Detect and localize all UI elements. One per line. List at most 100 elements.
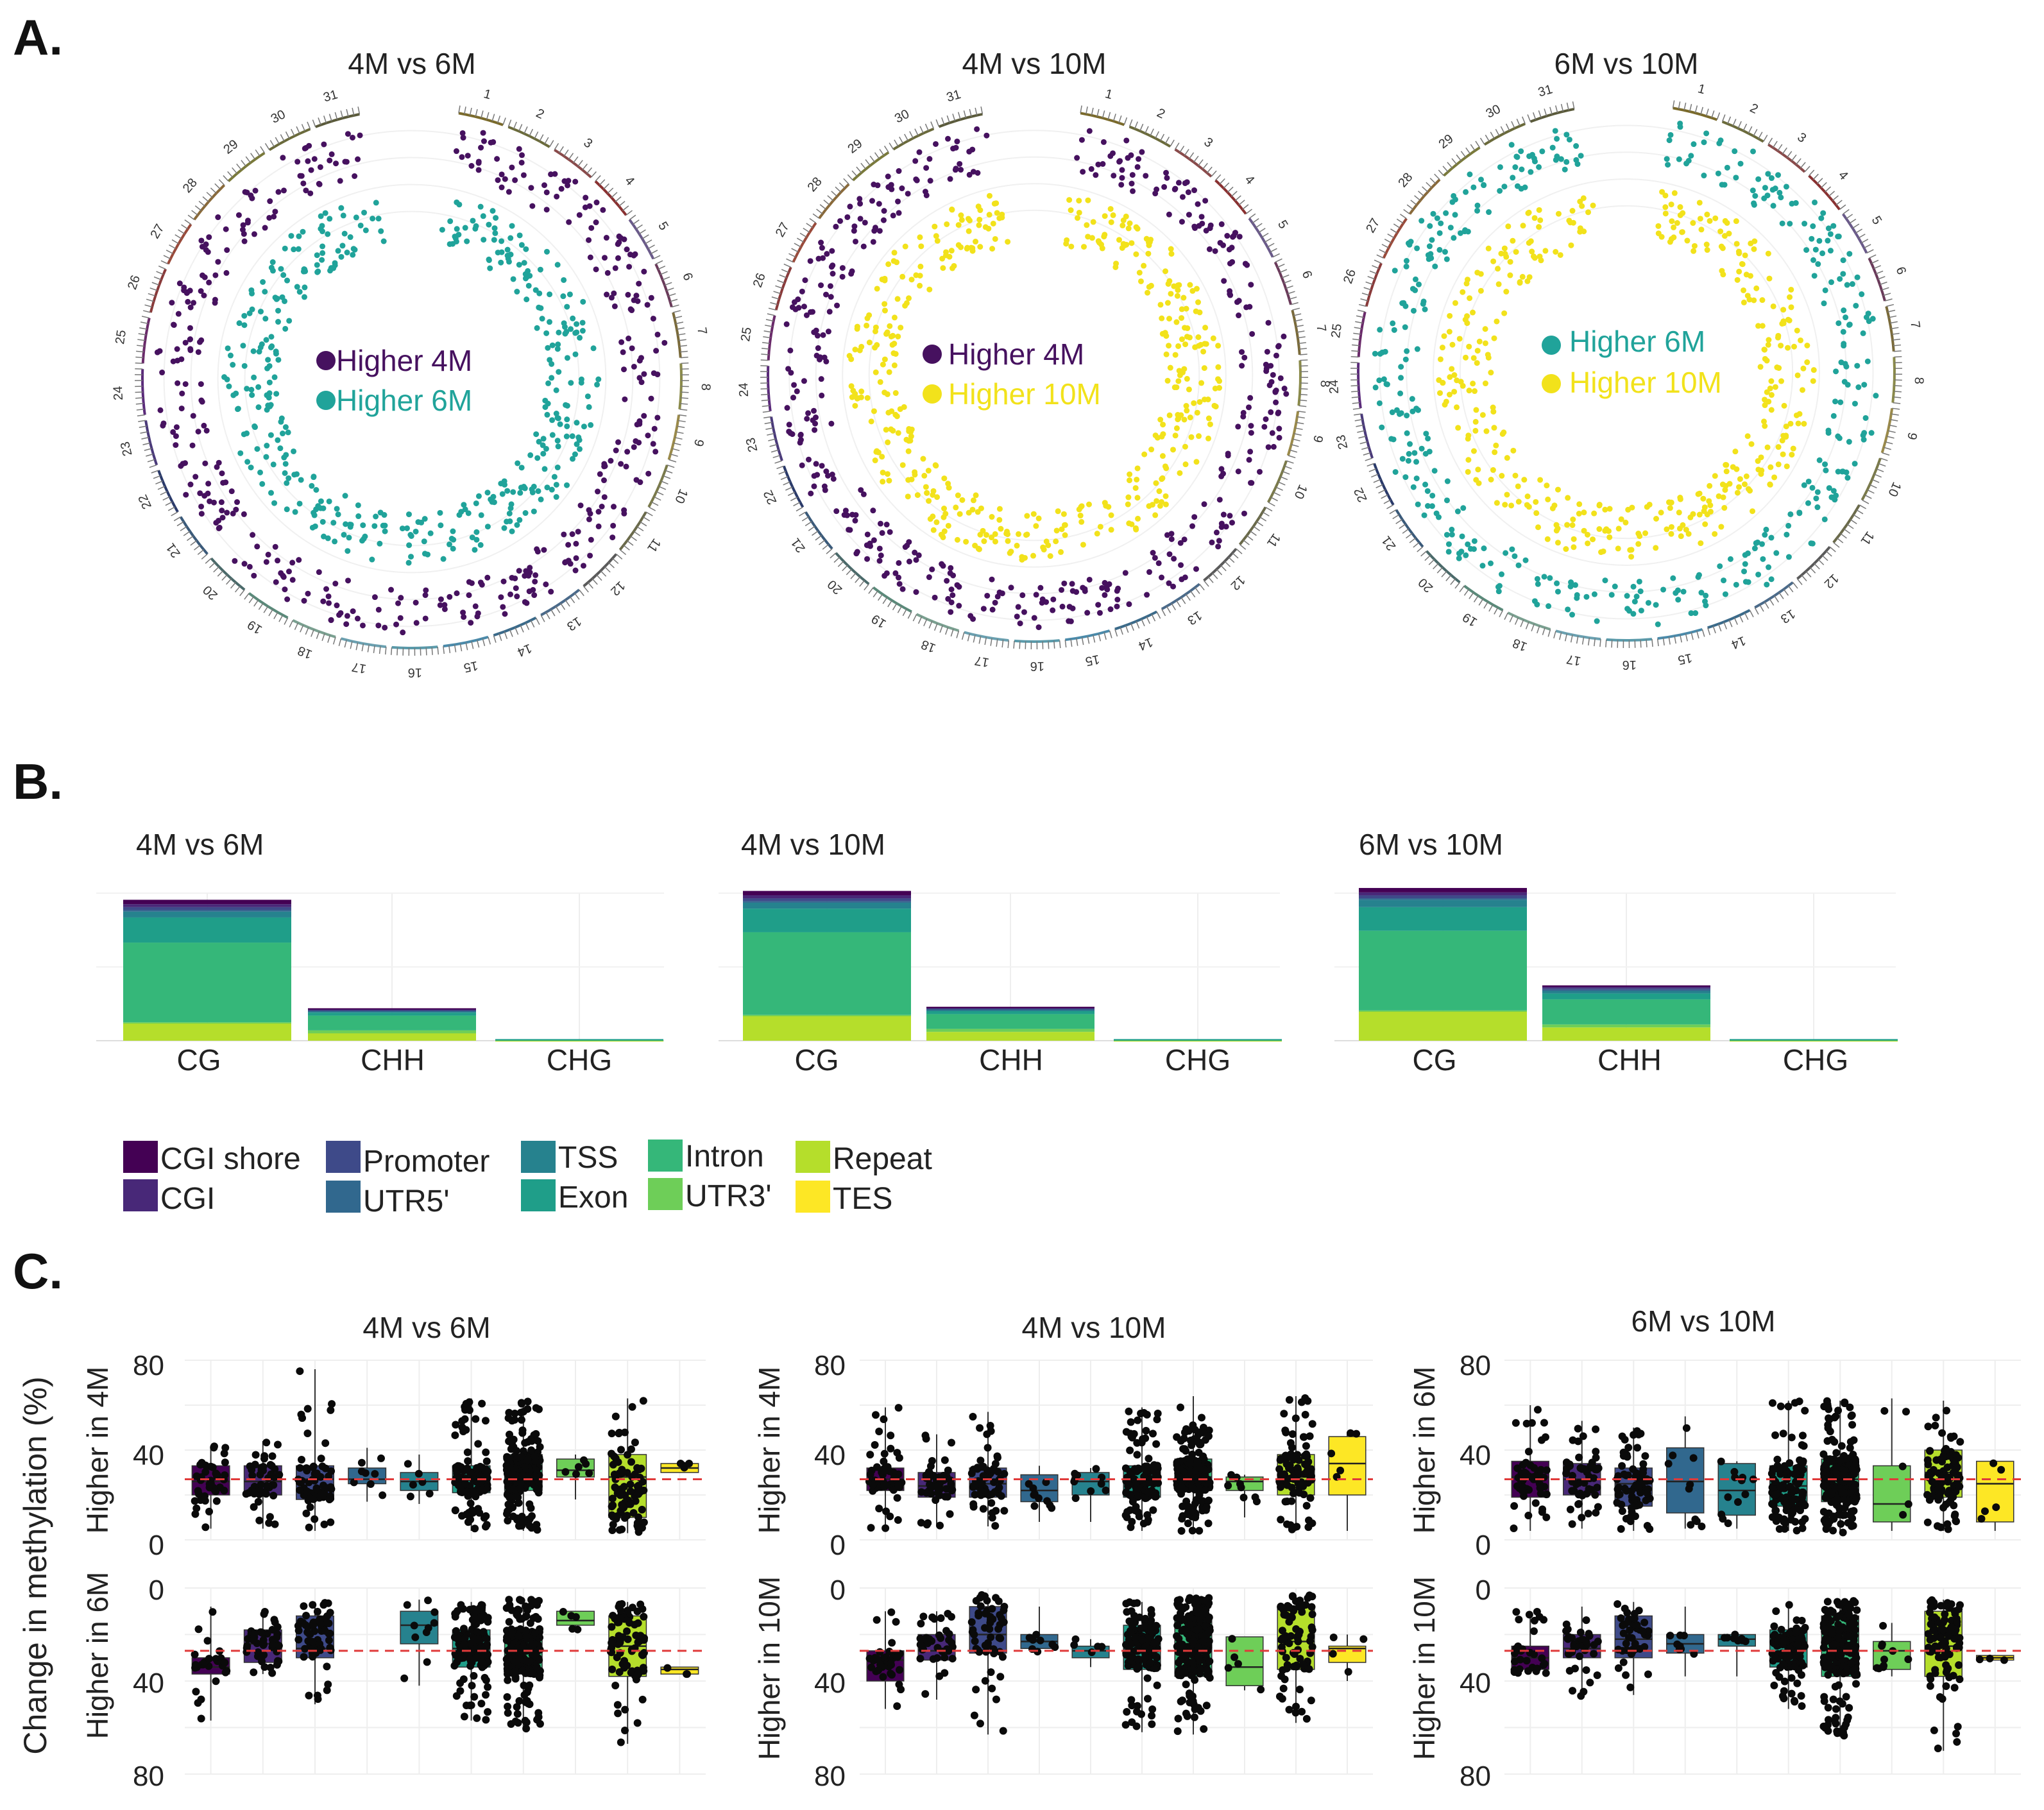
point-higher-10m bbox=[1775, 461, 1782, 468]
data-point-bottom bbox=[482, 1643, 491, 1651]
point-higher-6m bbox=[275, 319, 282, 325]
point-higher-6m bbox=[263, 337, 269, 343]
data-point-bottom bbox=[471, 1614, 479, 1622]
chromosome-label-1: 1 bbox=[1696, 81, 1707, 97]
bottom-panel-label: Higher in 6M bbox=[81, 1572, 114, 1739]
point-higher-10m bbox=[1771, 474, 1778, 481]
point-higher-6m bbox=[309, 524, 316, 531]
point-higher-4m bbox=[1107, 606, 1114, 613]
point-higher-6m bbox=[514, 289, 520, 295]
data-point-bottom bbox=[197, 1695, 205, 1703]
point-higher-10m bbox=[1662, 210, 1669, 217]
point-higher-10m bbox=[1174, 293, 1180, 299]
chromosome-tick bbox=[1479, 137, 1485, 145]
data-point-bottom bbox=[260, 1651, 268, 1659]
point-higher-6m bbox=[1666, 137, 1673, 144]
point-higher-10m bbox=[1141, 451, 1148, 457]
point-higher-4m bbox=[328, 151, 335, 157]
point-higher-10m bbox=[1730, 464, 1736, 470]
chromosome-tick bbox=[636, 224, 643, 230]
point-higher-6m bbox=[373, 513, 379, 520]
data-point-top bbox=[458, 1417, 466, 1425]
point-higher-4m bbox=[799, 288, 805, 295]
chromosome-tick bbox=[1409, 537, 1416, 543]
chromosome-tick bbox=[1363, 452, 1371, 456]
chromosome-tick bbox=[950, 629, 954, 637]
point-higher-4m bbox=[250, 532, 256, 538]
chromosome-tick bbox=[534, 131, 539, 139]
chromosome-arc-28 bbox=[818, 183, 850, 219]
point-higher-4m bbox=[1273, 399, 1279, 406]
chromosome-tick bbox=[799, 511, 806, 517]
data-point-bottom bbox=[205, 1655, 213, 1663]
chromosome-tick bbox=[1146, 616, 1150, 624]
point-higher-10m bbox=[1493, 442, 1499, 448]
point-higher-6m bbox=[1814, 489, 1821, 495]
chromosome-tick bbox=[1450, 578, 1456, 585]
chromosome-tick bbox=[155, 481, 163, 484]
data-point-top bbox=[297, 1455, 305, 1464]
chromosome-tick bbox=[136, 350, 144, 353]
point-higher-6m bbox=[1470, 184, 1477, 191]
point-higher-10m bbox=[1789, 452, 1795, 458]
point-higher-6m bbox=[1424, 488, 1431, 494]
point-higher-4m bbox=[438, 596, 444, 602]
bar-segment-chg-exon bbox=[1730, 1039, 1898, 1041]
point-higher-6m bbox=[1832, 398, 1839, 405]
point-higher-4m bbox=[375, 606, 382, 613]
point-higher-6m bbox=[462, 225, 468, 231]
chromosome-tick bbox=[1691, 632, 1694, 640]
chromosome-tick bbox=[1876, 468, 1884, 472]
chromosome-tick bbox=[1514, 617, 1519, 625]
chromosome-arc-5 bbox=[628, 219, 655, 260]
data-point-top bbox=[268, 1462, 276, 1470]
chromosome-tick bbox=[1275, 258, 1282, 263]
point-higher-4m bbox=[185, 298, 191, 305]
point-higher-10m bbox=[1555, 210, 1562, 217]
data-point-top bbox=[515, 1522, 523, 1530]
data-point-bottom bbox=[294, 1635, 303, 1644]
point-higher-4m bbox=[595, 523, 602, 529]
point-higher-4m bbox=[1263, 361, 1269, 368]
data-point-bottom bbox=[507, 1643, 516, 1651]
point-higher-10m bbox=[1716, 493, 1722, 499]
point-higher-10m bbox=[1590, 202, 1596, 209]
data-point-bottom bbox=[273, 1648, 281, 1656]
point-higher-4m bbox=[1069, 605, 1076, 611]
chromosome-tick bbox=[1893, 391, 1902, 393]
bar-segment-chh-tss bbox=[926, 1009, 1094, 1011]
data-point-bottom bbox=[484, 1650, 492, 1659]
point-higher-6m bbox=[1566, 137, 1572, 143]
point-higher-4m bbox=[336, 611, 343, 618]
point-higher-4m bbox=[561, 531, 567, 538]
chromosome-arc-3 bbox=[1767, 143, 1806, 173]
point-higher-4m bbox=[876, 558, 883, 564]
chromosome-tick bbox=[525, 622, 530, 630]
data-point-bottom bbox=[627, 1645, 636, 1653]
point-higher-4m bbox=[797, 437, 804, 443]
point-higher-10m bbox=[1508, 502, 1515, 509]
data-point-top bbox=[273, 1440, 282, 1449]
point-higher-10m bbox=[1678, 533, 1684, 540]
point-higher-10m bbox=[1485, 354, 1492, 361]
point-higher-6m bbox=[1861, 382, 1868, 388]
point-higher-4m bbox=[507, 591, 514, 597]
chromosome-tick bbox=[1572, 101, 1575, 110]
data-point-top bbox=[611, 1412, 620, 1421]
point-higher-4m bbox=[285, 568, 292, 575]
point-higher-6m bbox=[1637, 588, 1644, 595]
chromosome-tick bbox=[1892, 338, 1901, 341]
point-higher-4m bbox=[582, 204, 588, 210]
point-higher-10m bbox=[1707, 482, 1713, 489]
data-point-bottom bbox=[452, 1626, 460, 1635]
point-higher-10m bbox=[1768, 407, 1775, 413]
chromosome-tick bbox=[502, 117, 506, 126]
chromosome-tick bbox=[1234, 195, 1241, 201]
point-higher-6m bbox=[1398, 375, 1404, 381]
chromosome-tick bbox=[1544, 108, 1547, 117]
point-higher-6m bbox=[557, 421, 563, 427]
chromosome-tick bbox=[491, 114, 495, 122]
chromosome-tick bbox=[618, 201, 626, 207]
point-higher-10m bbox=[1719, 481, 1726, 488]
point-higher-6m bbox=[502, 481, 508, 488]
